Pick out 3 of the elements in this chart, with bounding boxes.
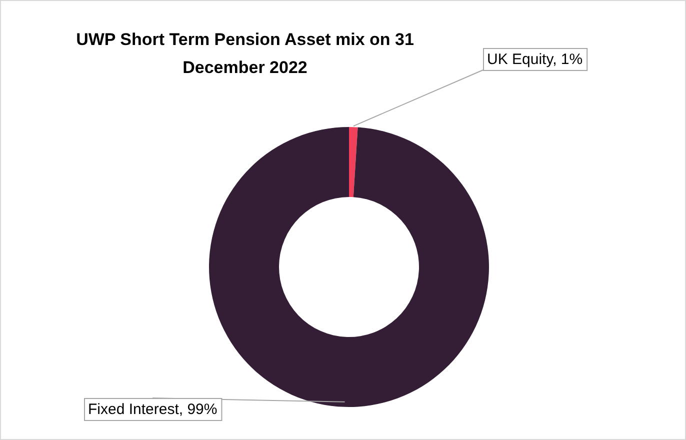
slice-label: UK Equity, 1% bbox=[487, 51, 583, 68]
slice-label: Fixed Interest, 99% bbox=[88, 401, 218, 418]
chart-title: UWP Short Term Pension Asset mix on 31 December 2022 bbox=[75, 29, 415, 79]
